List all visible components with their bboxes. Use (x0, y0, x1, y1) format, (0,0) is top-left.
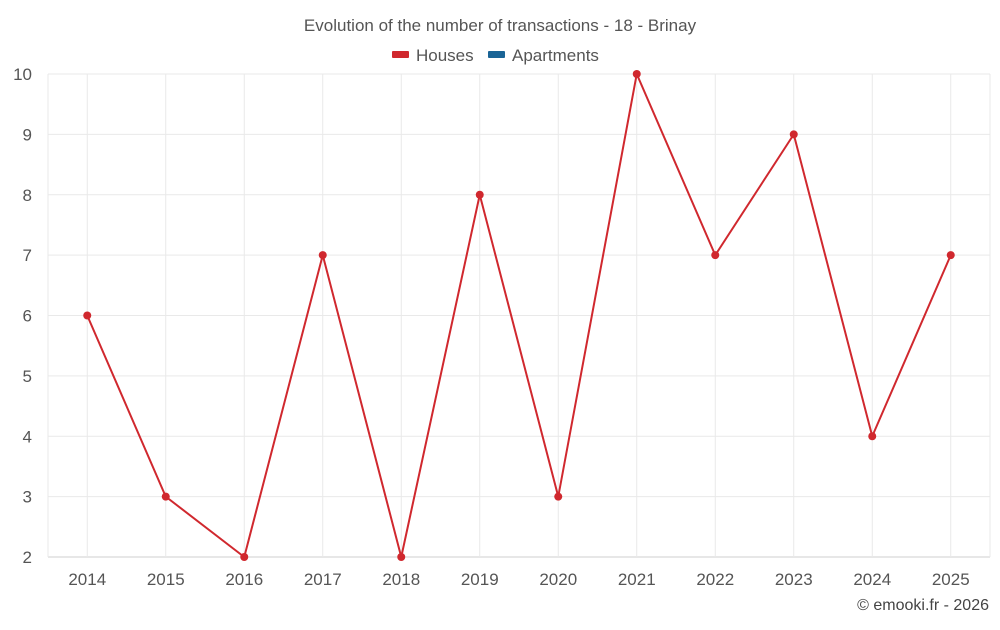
houses-point-2020[interactable] (554, 492, 563, 501)
houses-point-2022[interactable] (711, 251, 720, 260)
y-tick-label: 4 (23, 427, 32, 446)
y-tick-label: 7 (23, 246, 32, 265)
houses-point-2025[interactable] (946, 251, 955, 260)
y-tick-label: 10 (13, 65, 32, 84)
houses-point-2019[interactable] (475, 190, 484, 199)
houses-point-2021[interactable] (632, 70, 641, 78)
x-tick-label: 2025 (932, 570, 970, 589)
x-tick-label: 2023 (775, 570, 813, 589)
legend: Houses Apartments (392, 46, 599, 65)
x-axis-ticks: 2014 2015 2016 2017 2018 2019 2020 2021 2022 2023… (68, 570, 969, 589)
houses-point-2015[interactable] (161, 492, 170, 501)
y-tick-label: 9 (23, 125, 32, 144)
houses-point-2023[interactable] (789, 130, 798, 139)
x-tick-label: 2018 (382, 570, 420, 589)
x-tick-label: 2016 (225, 570, 263, 589)
y-tick-label: 8 (23, 186, 32, 205)
houses-point-2014[interactable] (83, 311, 92, 320)
y-tick-label: 3 (23, 488, 32, 507)
houses-point-2018[interactable] (397, 553, 406, 561)
x-tick-label: 2021 (618, 570, 656, 589)
x-tick-label: 2022 (696, 570, 734, 589)
y-tick-label: 5 (23, 367, 32, 386)
legend-item-apartments[interactable]: Apartments (488, 46, 599, 65)
houses-line (86, 73, 952, 558)
x-tick-label: 2020 (539, 570, 577, 589)
legend-label-apartments: Apartments (512, 46, 599, 65)
legend-label-houses: Houses (416, 46, 474, 65)
x-tick-label: 2015 (147, 570, 185, 589)
legend-swatch-apartments (488, 51, 505, 58)
series-houses (83, 70, 955, 561)
credit-text: © emooki.fr - 2026 (857, 597, 989, 614)
x-tick-label: 2019 (461, 570, 499, 589)
y-axis-ticks: 2 3 4 5 6 7 8 9 10 (13, 65, 32, 567)
legend-item-houses[interactable]: Houses (392, 46, 474, 65)
x-tick-label: 2017 (304, 570, 342, 589)
legend-swatch-houses (392, 51, 409, 58)
houses-point-2016[interactable] (240, 553, 249, 561)
houses-point-2024[interactable] (868, 432, 877, 441)
x-tick-label: 2014 (68, 570, 106, 589)
y-tick-label: 2 (23, 548, 32, 567)
chart-title: Evolution of the number of transactions … (304, 16, 697, 35)
x-tick-label: 2024 (853, 570, 891, 589)
y-tick-label: 6 (23, 307, 32, 326)
houses-point-2017[interactable] (318, 251, 327, 260)
grid (47, 73, 991, 558)
